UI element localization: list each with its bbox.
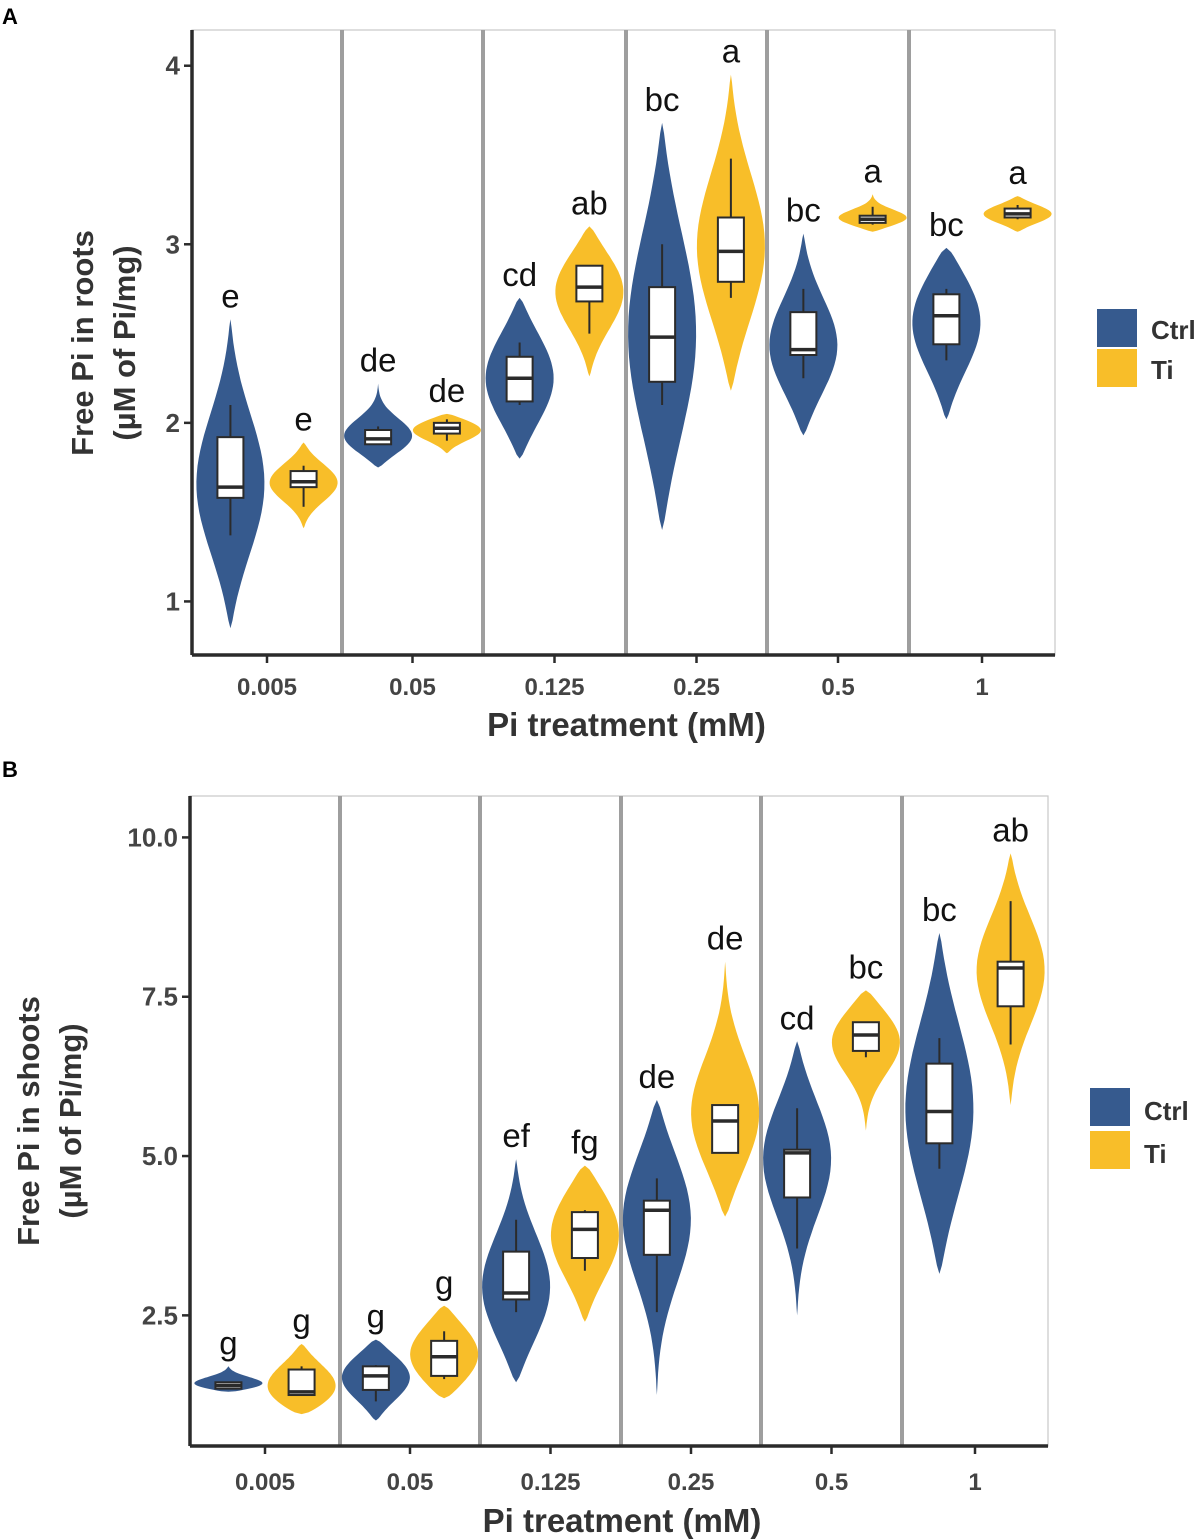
legend-label-ctrl: Ctrl	[1151, 315, 1196, 345]
box	[361, 1365, 390, 1391]
legend: Ctrl Ti	[1097, 309, 1196, 387]
box	[575, 264, 604, 303]
x-tick-label: 0.25	[673, 674, 720, 701]
violin-ti	[831, 990, 900, 1131]
x-tick-label: 0.05	[389, 674, 436, 701]
y-tick-label: 3	[166, 229, 180, 259]
significance-letter: e	[294, 401, 312, 438]
x-tick-label: 0.005	[237, 674, 297, 701]
x-tick-label: 0.5	[815, 1469, 848, 1496]
significance-letter: e	[221, 277, 239, 314]
box	[789, 311, 818, 356]
y-tick-label: 10.0	[127, 822, 178, 852]
significance-letter: bc	[848, 948, 883, 985]
panel-b: B 2.5 5.0 7.5 10.0 Free Pi in shoots (µM of Pi…	[2, 757, 1189, 1539]
x-tick-label: 1	[975, 674, 988, 701]
significance-letter: a	[1008, 154, 1027, 191]
x-tick-label: 1	[968, 1469, 981, 1496]
significance-letter: de	[707, 920, 744, 957]
legend-swatch-ctrl	[1090, 1088, 1130, 1126]
significance-letter: ef	[502, 1117, 530, 1154]
significance-letter: cd	[780, 999, 815, 1036]
significance-letter: cd	[502, 256, 537, 293]
y-tick-label: 1	[166, 586, 180, 616]
legend-label-ctrl: Ctrl	[1144, 1096, 1189, 1126]
significance-letter: bc	[786, 192, 821, 229]
y-tick-label: 7.5	[142, 982, 178, 1012]
legend: Ctrl Ti	[1090, 1088, 1189, 1169]
y-axis-label-line: Free Pi in roots	[65, 230, 100, 456]
box	[289, 470, 318, 489]
panel-label: B	[2, 757, 18, 782]
significance-letter: de	[638, 1058, 675, 1095]
box	[716, 216, 745, 283]
x-tick-label: 0.5	[821, 674, 854, 701]
x-tick-label: 0.25	[668, 1469, 715, 1496]
significance-letter: a	[722, 33, 741, 70]
y-axis-label-line: Free Pi in shoots	[11, 996, 46, 1246]
y-axis-label: Free Pi in roots (µM of Pi/mg)	[65, 230, 142, 456]
panel-label: A	[2, 4, 18, 29]
box	[648, 286, 677, 383]
y-tick-label: 4	[166, 51, 181, 81]
x-axis-label: Pi treatment (mM)	[483, 1502, 762, 1539]
panel-a: A 1 2 3 4 Free Pi in roots (µM of Pi/mg) 0.005 0…	[2, 4, 1196, 743]
legend-swatch-ctrl	[1097, 309, 1137, 347]
significance-letter: g	[367, 1298, 385, 1335]
significance-letter: bc	[929, 206, 964, 243]
significance-letter: bc	[922, 891, 957, 928]
x-axis-label: Pi treatment (mM)	[487, 706, 766, 743]
violin-ti	[691, 961, 760, 1217]
y-axis-label-line: (µM of Pi/mg)	[53, 1023, 88, 1218]
significance-letter: de	[429, 372, 466, 409]
y-tick-label: 2	[166, 408, 180, 438]
box	[711, 1104, 740, 1154]
box	[364, 429, 393, 446]
x-tick-label: 0.05	[387, 1469, 434, 1496]
significance-letter: g	[219, 1324, 237, 1361]
x-tick-label: 0.125	[520, 1469, 580, 1496]
x-tick-label: 0.125	[524, 674, 584, 701]
plot-area	[191, 29, 1056, 656]
violin-ctrl	[194, 1366, 263, 1392]
legend-swatch-ti	[1097, 349, 1137, 387]
significance-letter: fg	[571, 1124, 599, 1161]
significance-letter: bc	[645, 81, 680, 118]
box	[570, 1211, 599, 1260]
legend-label-ti: Ti	[1151, 355, 1174, 385]
y-tick-label: 2.5	[142, 1300, 178, 1330]
significance-letter: g	[435, 1264, 453, 1301]
significance-letter: g	[292, 1302, 310, 1339]
significance-letter: ab	[992, 811, 1029, 848]
box	[932, 293, 961, 346]
box	[925, 1062, 954, 1145]
box	[783, 1148, 812, 1199]
y-tick-label: 5.0	[142, 1141, 178, 1171]
significance-letter: a	[863, 152, 882, 189]
x-tick-label: 0.005	[235, 1469, 295, 1496]
legend-swatch-ti	[1090, 1131, 1130, 1169]
legend-label-ti: Ti	[1144, 1139, 1167, 1169]
significance-letter: de	[360, 342, 397, 379]
y-axis-label: Free Pi in shoots (µM of Pi/mg)	[11, 996, 88, 1246]
violin-ctrl	[344, 383, 413, 468]
significance-letter: ab	[571, 184, 608, 221]
y-axis-label-line: (µM of Pi/mg)	[107, 245, 142, 440]
